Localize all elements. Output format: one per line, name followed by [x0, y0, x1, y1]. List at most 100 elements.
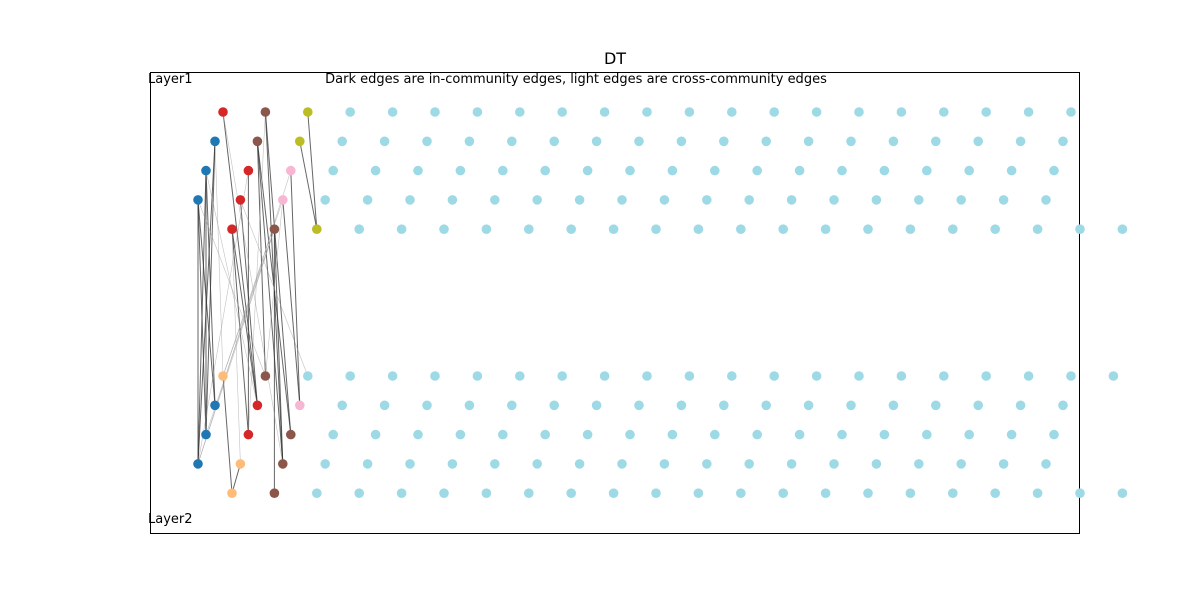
layer2-node-cyan [736, 488, 746, 499]
layer1-node-cyan [1066, 107, 1076, 117]
layer2-node-cyan [362, 459, 373, 469]
layer1-node-cyan [532, 195, 542, 205]
layer2-node-cyan [702, 459, 712, 469]
layer2-node-cyan [574, 459, 585, 469]
layer2-node-cyan [582, 429, 593, 440]
layer1-label: Layer1 [148, 72, 193, 87]
layer1-node-cyan [379, 136, 390, 147]
layer2-node-cyan [990, 488, 1000, 499]
layer2-node-cyan [1058, 400, 1068, 411]
layer2-node-cyan [896, 371, 907, 381]
layer2-node-cyan [863, 488, 873, 499]
layer1-node-cyan [854, 107, 864, 117]
layer1-node-pink [286, 165, 296, 176]
layer1-node-cyan [727, 107, 737, 117]
layer1-node-red [243, 165, 254, 176]
layer1-node-cyan [973, 136, 983, 147]
cross-community-edge [197, 170, 292, 464]
layer1-node-cyan [582, 165, 593, 176]
layer1-node-cyan [608, 224, 619, 234]
layer2-node-cyan [667, 429, 678, 440]
layer1-node-cyan [820, 224, 831, 234]
layer1-node-cyan [736, 224, 746, 234]
layer2-node-cyan [634, 400, 644, 411]
layer1-node-cyan [914, 195, 924, 205]
layer2-node-cyan [591, 400, 602, 411]
layer1-node-cyan [337, 136, 348, 147]
cross-community-edge [205, 170, 258, 406]
layer1-node-cyan [710, 165, 720, 176]
layer2-node-cyan [956, 459, 966, 469]
layer2-node-cyan [931, 400, 941, 411]
layer2-node-cyan [752, 429, 762, 440]
layer2-node-cyan [345, 371, 356, 381]
layer1-node-cyan [863, 224, 873, 234]
layer2-node-cyan [811, 371, 822, 381]
layer2-node-cyan [879, 429, 890, 440]
layer2-node-cyan [914, 459, 924, 469]
layer1-node-cyan [599, 107, 610, 117]
layer2-node-cyan [413, 429, 423, 440]
layer2-node-cyan [303, 371, 313, 381]
layer1-node-cyan [922, 165, 932, 176]
layer2-node-cyan [625, 429, 635, 440]
layer2-node-cyan [439, 488, 449, 499]
layer1-node-olive [312, 224, 322, 234]
layer2-node-cyan [320, 459, 331, 469]
layer2-node-cyan [998, 459, 1009, 469]
layer2-node-cyan [786, 459, 797, 469]
layer2-node-cyan [1075, 488, 1085, 499]
layer2-node-pink [295, 400, 305, 411]
layer1-node-cyan [1058, 136, 1068, 147]
layer1-node-cyan [345, 107, 356, 117]
layer2-node-cyan [973, 400, 983, 411]
layer1-node-cyan [981, 107, 991, 117]
layer2-node-cyan [905, 488, 916, 499]
edge-group [197, 111, 318, 494]
layer2-node-brown [260, 371, 271, 381]
layer2-node-cyan [387, 371, 398, 381]
in-community-edge [231, 463, 241, 494]
layer1-node-cyan [778, 224, 788, 234]
layer2-node-cyan [922, 429, 932, 440]
layer2-node-cyan [820, 488, 831, 499]
layer1-node-cyan [752, 165, 762, 176]
layer2-node-cyan [719, 400, 729, 411]
layer2-node-cyan [981, 371, 991, 381]
layer1-node-cyan [786, 195, 797, 205]
layer2-node-cyan [422, 400, 432, 411]
layer1-node-cyan [396, 224, 407, 234]
layer1-node-blue [193, 195, 203, 205]
layer2-node-cyan [549, 400, 559, 411]
layer1-node-red [235, 195, 246, 205]
layer2-node-cyan [328, 429, 339, 440]
layer1-node-cyan [744, 195, 754, 205]
layer2-node-cyan [379, 400, 390, 411]
layer1-node-blue [210, 136, 220, 147]
layer2-node-brown [269, 488, 280, 499]
layer2-node-cyan [540, 429, 550, 440]
layer1-node-cyan [956, 195, 966, 205]
layer1-node-cyan [625, 165, 635, 176]
layer2-node-cyan [455, 429, 466, 440]
cross-community-edge [265, 199, 284, 377]
layer1-node-cyan [507, 136, 517, 147]
layer2-node-cyan [1015, 400, 1026, 411]
layer2-node-cyan [1032, 488, 1043, 499]
layer1-node-cyan [1032, 224, 1043, 234]
layer1-node-cyan [676, 136, 687, 147]
in-community-edge [273, 229, 284, 464]
in-community-edge [222, 375, 233, 494]
layer2-node-cyan [1066, 371, 1076, 381]
layer1-node-cyan [387, 107, 398, 117]
layer1-node-cyan [464, 136, 475, 147]
layer2-node-orange [235, 459, 246, 469]
layer1-node-cyan [430, 107, 440, 117]
layer2-node-cyan [794, 429, 805, 440]
layer2-node-cyan [430, 371, 440, 381]
layer1-node-cyan [693, 224, 704, 234]
layer2-node-red [252, 400, 263, 411]
layer1-node-cyan [761, 136, 771, 147]
in-community-edge [290, 170, 301, 406]
